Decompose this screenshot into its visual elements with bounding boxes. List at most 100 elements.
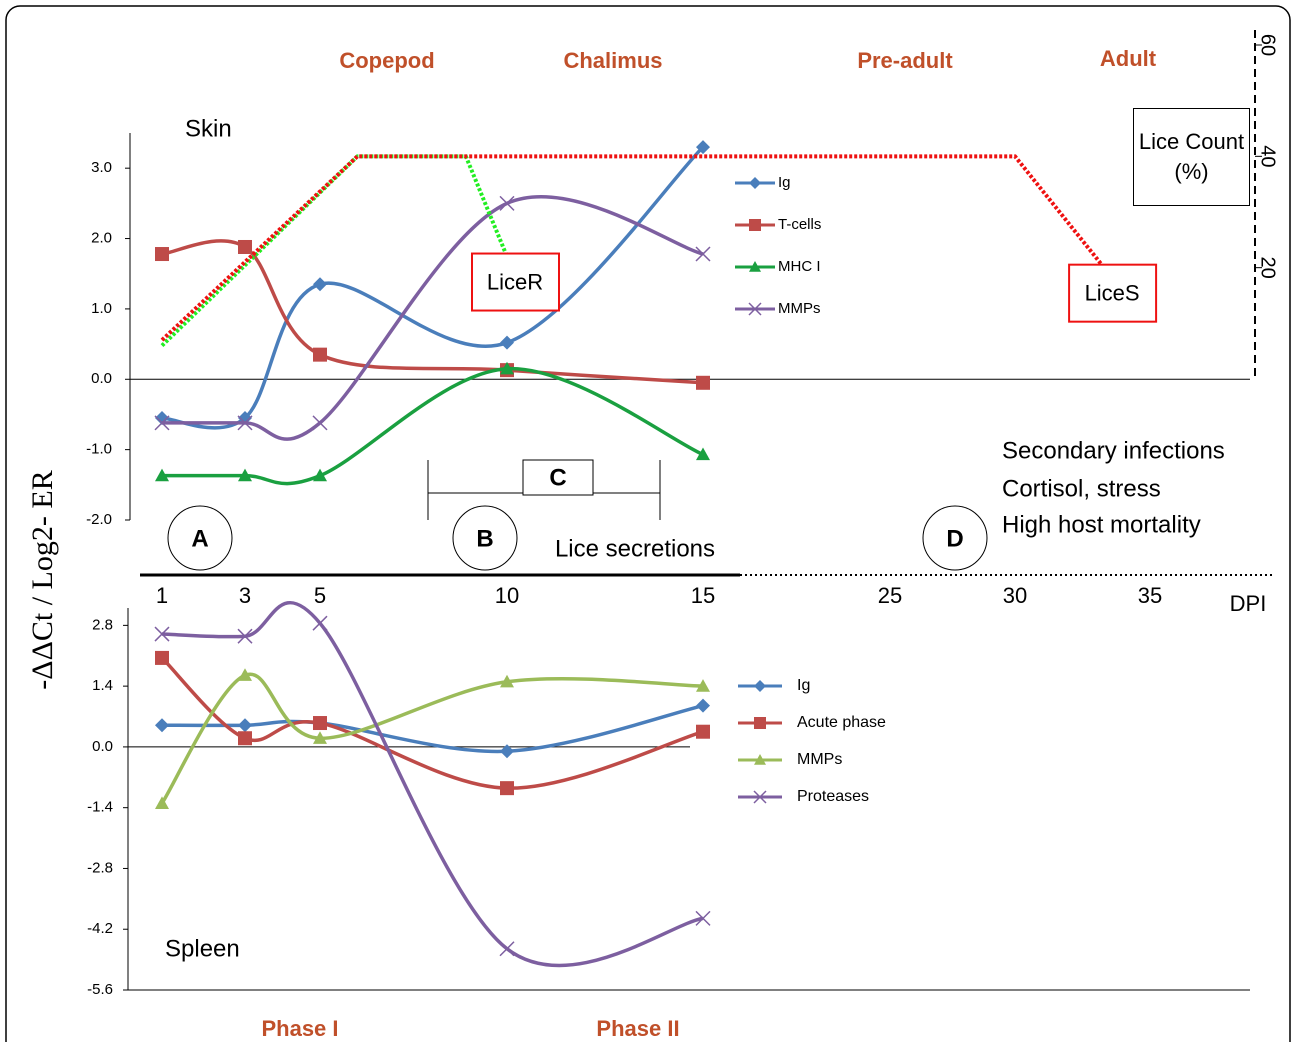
legend-label: Proteases bbox=[797, 788, 869, 805]
legend-label: Ig bbox=[778, 174, 791, 191]
x-tick-label: 1 bbox=[156, 583, 168, 608]
frame bbox=[5, 5, 1291, 1042]
lice-line bbox=[160, 154, 509, 348]
marker bbox=[754, 680, 766, 692]
x-axis-label: DPI bbox=[1230, 591, 1267, 616]
marker bbox=[696, 724, 710, 739]
stage-label: Adult bbox=[1100, 46, 1157, 71]
marker bbox=[237, 415, 253, 431]
marker bbox=[500, 744, 514, 759]
marker bbox=[155, 796, 169, 809]
lice-count-label: Lice Count (%) bbox=[1133, 108, 1250, 206]
marker bbox=[312, 415, 328, 431]
marker bbox=[155, 650, 169, 665]
series-line bbox=[161, 703, 704, 754]
marker bbox=[238, 239, 252, 254]
series-line bbox=[162, 195, 704, 441]
stage-label: Chalimus bbox=[563, 48, 662, 73]
marker bbox=[238, 718, 252, 733]
marker bbox=[696, 679, 710, 692]
note: High host mortality bbox=[1002, 511, 1201, 538]
y-tick-label: -4.2 bbox=[87, 920, 113, 937]
x-tick-label: 15 bbox=[691, 583, 715, 608]
marker bbox=[313, 277, 327, 292]
legend-label: MMPs bbox=[778, 300, 821, 317]
y-axis-label: -ΔΔCt / Log2- ER bbox=[26, 470, 59, 689]
marker bbox=[749, 177, 761, 189]
series-line bbox=[160, 672, 704, 805]
y-tick-label: 2.8 bbox=[92, 616, 113, 633]
marker-circle bbox=[167, 505, 233, 571]
annotation: A bbox=[191, 525, 208, 552]
marker bbox=[154, 626, 170, 642]
series-line bbox=[161, 239, 704, 385]
y-tick-label: 0.0 bbox=[92, 738, 113, 755]
marker bbox=[155, 718, 169, 733]
marker bbox=[499, 941, 515, 957]
panel-title: Skin bbox=[185, 115, 232, 142]
marker bbox=[499, 195, 515, 211]
marker bbox=[753, 790, 767, 804]
annotation: B bbox=[476, 525, 493, 552]
annotation: C bbox=[549, 464, 566, 491]
box bbox=[522, 459, 594, 496]
lice-label: LiceR bbox=[487, 269, 543, 294]
marker bbox=[237, 628, 253, 644]
stage-label: Pre-adult bbox=[857, 48, 953, 73]
lice-label-box bbox=[1068, 263, 1158, 323]
y-tick-label: -1.0 bbox=[86, 441, 112, 458]
marker bbox=[696, 447, 710, 461]
marker bbox=[754, 717, 766, 729]
y-tick-label: 0.0 bbox=[91, 370, 112, 387]
marker bbox=[749, 219, 761, 231]
y-tick-label: 1.0 bbox=[91, 300, 112, 317]
y-tick-label: 3.0 bbox=[91, 159, 112, 176]
marker bbox=[696, 375, 710, 390]
x-tick-label: 5 bbox=[314, 583, 326, 608]
marker bbox=[313, 347, 327, 362]
marker-circle bbox=[452, 505, 518, 571]
marker bbox=[155, 247, 169, 262]
legend-label: T-cells bbox=[778, 216, 821, 233]
marker bbox=[154, 415, 170, 431]
marker bbox=[695, 910, 711, 926]
marker bbox=[313, 468, 327, 482]
marker bbox=[696, 140, 710, 155]
y-tick-label: -5.6 bbox=[87, 981, 113, 998]
y-tick-label: 2.0 bbox=[91, 230, 112, 247]
legend-label: MHC I bbox=[778, 258, 821, 275]
legend-label: Ig bbox=[797, 677, 810, 694]
legend-label: Acute phase bbox=[797, 714, 886, 731]
x-tick-label: 35 bbox=[1138, 583, 1162, 608]
marker bbox=[749, 261, 761, 272]
lice-label-box bbox=[471, 252, 560, 312]
legend-label: MMPs bbox=[797, 751, 842, 768]
marker bbox=[312, 615, 328, 631]
series-line bbox=[161, 600, 704, 968]
x-tick-label: 30 bbox=[1003, 583, 1027, 608]
lice-line bbox=[160, 154, 1106, 342]
y-tick-label: -2.8 bbox=[87, 859, 113, 876]
y-tick-label: -2.0 bbox=[86, 511, 112, 528]
phase-label: Phase II bbox=[596, 1016, 679, 1041]
marker bbox=[500, 781, 514, 796]
note: Cortisol, stress bbox=[1002, 475, 1161, 502]
marker bbox=[155, 468, 169, 482]
marker bbox=[748, 302, 762, 316]
marker-circle bbox=[922, 505, 988, 571]
marker bbox=[500, 674, 514, 688]
marker bbox=[500, 361, 514, 375]
marker bbox=[500, 335, 514, 350]
y-tick-label: 1.4 bbox=[92, 677, 113, 694]
note: Secondary infections bbox=[1002, 437, 1225, 464]
lice-label: LiceS bbox=[1085, 280, 1140, 305]
marker bbox=[238, 468, 252, 482]
annotation: D bbox=[946, 525, 963, 552]
marker bbox=[695, 246, 711, 262]
x-tick-label: 25 bbox=[878, 583, 902, 608]
x-tick-label: 10 bbox=[495, 583, 519, 608]
annotation: Lice secretions bbox=[555, 535, 715, 562]
y2-tick-label: 60 bbox=[1257, 34, 1279, 56]
